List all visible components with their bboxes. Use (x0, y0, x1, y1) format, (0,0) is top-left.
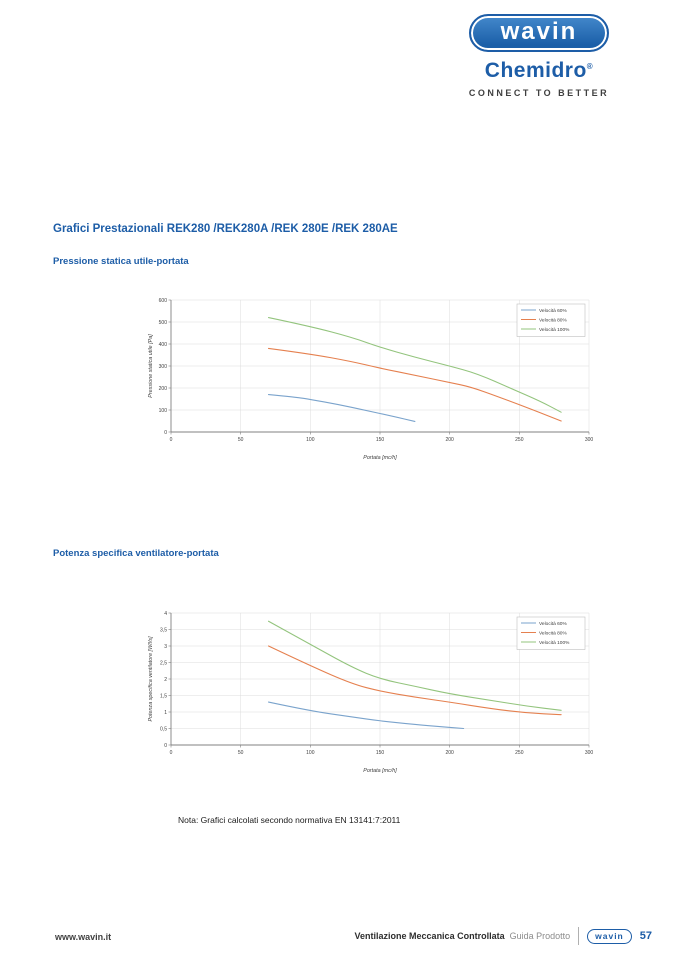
svg-text:2,5: 2,5 (160, 660, 167, 666)
svg-text:Pressione statica utile [Pa]: Pressione statica utile [Pa] (148, 334, 154, 398)
power-chart: 0 50 100 150 200 250 300 0 0,5 1 1,5 2 2,5 3 3,5 4 Porta… (145, 607, 595, 775)
svg-text:Portata [mc/h]: Portata [mc/h] (363, 768, 397, 774)
svg-text:0: 0 (170, 750, 173, 756)
note-text: Nota: Grafici calcolati secondo normativ… (178, 814, 401, 825)
page-number: 57 (639, 930, 652, 942)
page-title: Grafici Prestazionali REK280 /REK280A /R… (53, 223, 398, 235)
power-chart-svg: 0 50 100 150 200 250 300 0 0,5 1 1,5 2 2,5 3 3,5 4 Porta… (148, 611, 594, 774)
svg-text:100: 100 (159, 408, 168, 414)
svg-text:600: 600 (159, 298, 168, 304)
section-title-power: Potenza specifica ventilatore-portata (53, 548, 219, 559)
svg-text:50: 50 (238, 750, 244, 756)
svg-text:250: 250 (515, 437, 524, 443)
wavin-logo: wavin (469, 14, 609, 52)
svg-text:250: 250 (515, 750, 524, 756)
svg-text:4: 4 (164, 611, 167, 617)
footer-divider (578, 927, 580, 945)
svg-text:3: 3 (164, 644, 167, 650)
chemidro-logo: Chemidro® (485, 59, 593, 83)
svg-text:Velocità 80%: Velocità 80% (539, 317, 567, 323)
pressure-chart-svg: 0 50 100 150 200 250 300 0 100 200 300 400 500 600 Por… (148, 298, 594, 461)
svg-text:400: 400 (159, 342, 168, 348)
footer-doc-subtitle: Guida Prodotto (509, 931, 571, 941)
svg-text:300: 300 (585, 750, 594, 756)
svg-text:Velocità 80%: Velocità 80% (539, 630, 567, 636)
svg-text:2: 2 (164, 677, 167, 683)
pressure-chart: 0 50 100 150 200 250 300 0 100 200 300 400 500 600 Por… (145, 294, 595, 462)
svg-text:3,5: 3,5 (160, 627, 167, 633)
svg-text:150: 150 (376, 750, 385, 756)
svg-text:200: 200 (159, 386, 168, 392)
svg-text:0: 0 (170, 437, 173, 443)
svg-text:Portata [mc/h]: Portata [mc/h] (363, 455, 397, 461)
footer-right-block: Ventilazione Meccanica Controllata Guida… (355, 927, 652, 945)
svg-text:300: 300 (585, 437, 594, 443)
svg-text:0: 0 (164, 430, 167, 436)
svg-text:Potenza specifica ventilatore: Potenza specifica ventilatore [W/l/s] (148, 636, 154, 722)
svg-text:1,5: 1,5 (160, 693, 167, 699)
wavin-logo-text: wavin (500, 18, 578, 45)
svg-text:500: 500 (159, 320, 168, 326)
footer-wavin-logo: wavin (587, 928, 632, 944)
svg-text:100: 100 (306, 437, 315, 443)
brand-tagline: CONNECT TO BETTER (468, 88, 610, 98)
brand-block: wavin Chemidro® CONNECT TO BETTER (444, 14, 634, 98)
svg-text:150: 150 (376, 437, 385, 443)
footer-doc-title: Ventilazione Meccanica Controllata (354, 931, 505, 941)
svg-text:Velocità 60%: Velocità 60% (539, 621, 567, 627)
svg-text:Velocità 100%: Velocità 100% (539, 640, 570, 646)
svg-text:200: 200 (445, 437, 454, 443)
footer-website: www.wavin.it (55, 932, 112, 942)
svg-text:0,5: 0,5 (160, 726, 167, 732)
svg-text:300: 300 (159, 364, 168, 370)
chemidro-logo-text: Chemidro (484, 59, 587, 82)
svg-text:Velocità 100%: Velocità 100% (539, 327, 570, 333)
svg-text:1: 1 (164, 710, 167, 716)
svg-text:50: 50 (238, 437, 244, 443)
svg-text:0: 0 (164, 743, 167, 749)
section-title-pressure: Pressione statica utile-portata (53, 256, 189, 267)
svg-text:Velocità 60%: Velocità 60% (539, 308, 567, 314)
registered-mark-icon: ® (586, 62, 594, 71)
svg-text:100: 100 (306, 750, 315, 756)
svg-text:200: 200 (445, 750, 454, 756)
